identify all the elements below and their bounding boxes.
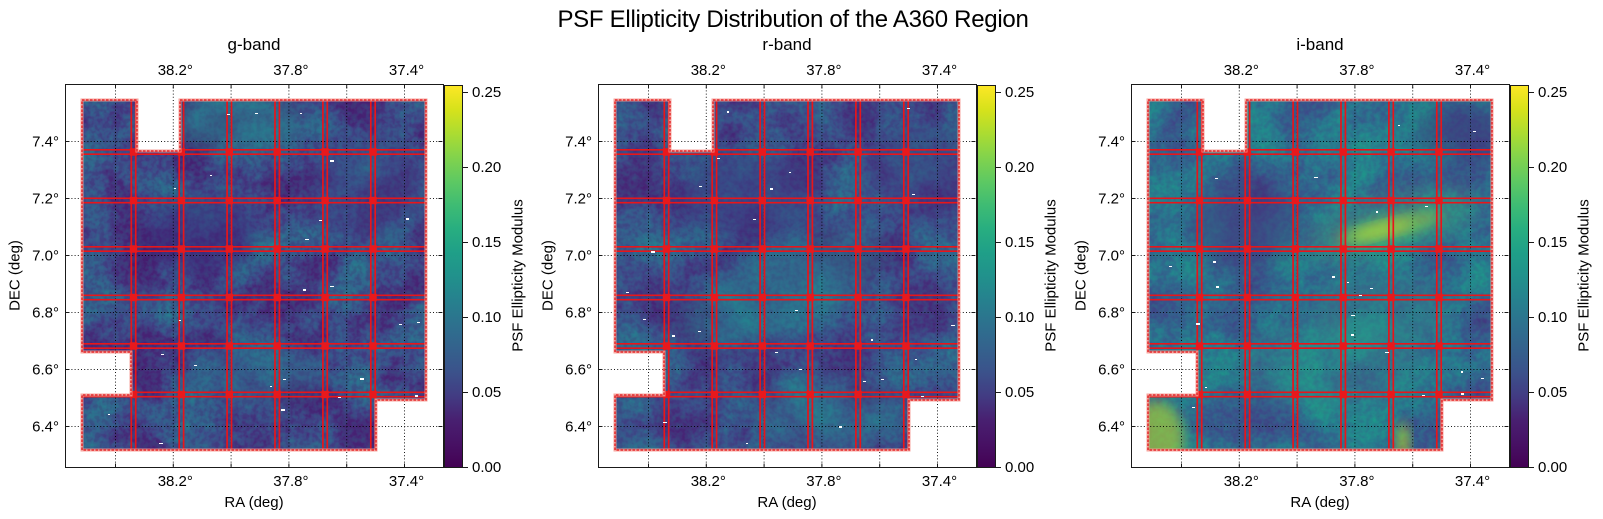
svg-text:RA (deg): RA (deg)	[224, 494, 283, 511]
svg-text:38.2°: 38.2°	[691, 62, 726, 79]
svg-text:0.20: 0.20	[1538, 159, 1567, 176]
svg-text:7.0°: 7.0°	[32, 248, 59, 265]
svg-text:0.10: 0.10	[1538, 309, 1567, 326]
svg-text:0.00: 0.00	[1538, 459, 1567, 476]
svg-text:37.4°: 37.4°	[1455, 473, 1490, 490]
svg-text:0.25: 0.25	[1538, 84, 1567, 101]
svg-text:0.10: 0.10	[472, 309, 501, 326]
svg-text:7.4°: 7.4°	[565, 134, 592, 151]
svg-text:0.20: 0.20	[1005, 159, 1034, 176]
svg-text:6.4°: 6.4°	[565, 419, 592, 436]
svg-text:6.8°: 6.8°	[32, 305, 59, 322]
svg-text:0.05: 0.05	[472, 384, 501, 401]
svg-text:6.4°: 6.4°	[1098, 419, 1125, 436]
svg-text:r-band: r-band	[762, 35, 811, 54]
svg-text:37.4°: 37.4°	[922, 62, 957, 79]
svg-text:0.10: 0.10	[1005, 309, 1034, 326]
svg-text:37.4°: 37.4°	[1455, 62, 1490, 79]
svg-text:37.8°: 37.8°	[1339, 62, 1374, 79]
svg-text:7.4°: 7.4°	[32, 134, 59, 151]
svg-text:37.8°: 37.8°	[1339, 473, 1374, 490]
svg-text:37.4°: 37.4°	[389, 62, 424, 79]
svg-text:0.00: 0.00	[472, 459, 501, 476]
svg-text:7.0°: 7.0°	[565, 248, 592, 265]
svg-text:DEC (deg): DEC (deg)	[1073, 240, 1090, 311]
svg-text:38.2°: 38.2°	[691, 473, 726, 490]
svg-text:37.4°: 37.4°	[922, 473, 957, 490]
svg-text:0.00: 0.00	[1005, 459, 1034, 476]
svg-text:6.6°: 6.6°	[1098, 362, 1125, 379]
svg-text:DEC (deg): DEC (deg)	[7, 240, 24, 311]
svg-text:0.15: 0.15	[1538, 234, 1567, 251]
svg-text:0.05: 0.05	[1005, 384, 1034, 401]
svg-text:38.2°: 38.2°	[1224, 473, 1259, 490]
svg-text:RA (deg): RA (deg)	[757, 494, 816, 511]
svg-text:0.20: 0.20	[472, 159, 501, 176]
svg-text:7.0°: 7.0°	[1098, 248, 1125, 265]
svg-text:37.8°: 37.8°	[273, 62, 308, 79]
svg-text:i-band: i-band	[1296, 35, 1343, 54]
svg-text:38.2°: 38.2°	[158, 473, 193, 490]
svg-text:6.8°: 6.8°	[1098, 305, 1125, 322]
svg-text:0.15: 0.15	[472, 234, 501, 251]
svg-text:7.2°: 7.2°	[1098, 191, 1125, 208]
svg-text:PSF Ellipticity Modulus: PSF Ellipticity Modulus	[1576, 199, 1593, 352]
svg-text:g-band: g-band	[228, 35, 281, 54]
svg-text:PSF Ellipticity Modulus: PSF Ellipticity Modulus	[1043, 199, 1060, 352]
svg-text:37.8°: 37.8°	[806, 473, 841, 490]
svg-text:6.6°: 6.6°	[32, 362, 59, 379]
svg-text:37.4°: 37.4°	[389, 473, 424, 490]
svg-text:PSF Ellipticity Distribution o: PSF Ellipticity Distribution of the A360…	[557, 6, 1028, 33]
svg-text:38.2°: 38.2°	[1224, 62, 1259, 79]
svg-text:0.25: 0.25	[472, 84, 501, 101]
svg-text:0.25: 0.25	[1005, 84, 1034, 101]
svg-text:6.6°: 6.6°	[565, 362, 592, 379]
svg-text:6.8°: 6.8°	[565, 305, 592, 322]
svg-text:38.2°: 38.2°	[158, 62, 193, 79]
svg-text:7.4°: 7.4°	[1098, 134, 1125, 151]
svg-text:37.8°: 37.8°	[806, 62, 841, 79]
svg-text:0.15: 0.15	[1005, 234, 1034, 251]
svg-text:7.2°: 7.2°	[32, 191, 59, 208]
svg-text:RA (deg): RA (deg)	[1290, 494, 1349, 511]
svg-text:PSF Ellipticity Modulus: PSF Ellipticity Modulus	[510, 199, 527, 352]
svg-text:6.4°: 6.4°	[32, 419, 59, 436]
svg-text:37.8°: 37.8°	[273, 473, 308, 490]
svg-text:7.2°: 7.2°	[565, 191, 592, 208]
svg-text:0.05: 0.05	[1538, 384, 1567, 401]
svg-text:DEC (deg): DEC (deg)	[540, 240, 557, 311]
